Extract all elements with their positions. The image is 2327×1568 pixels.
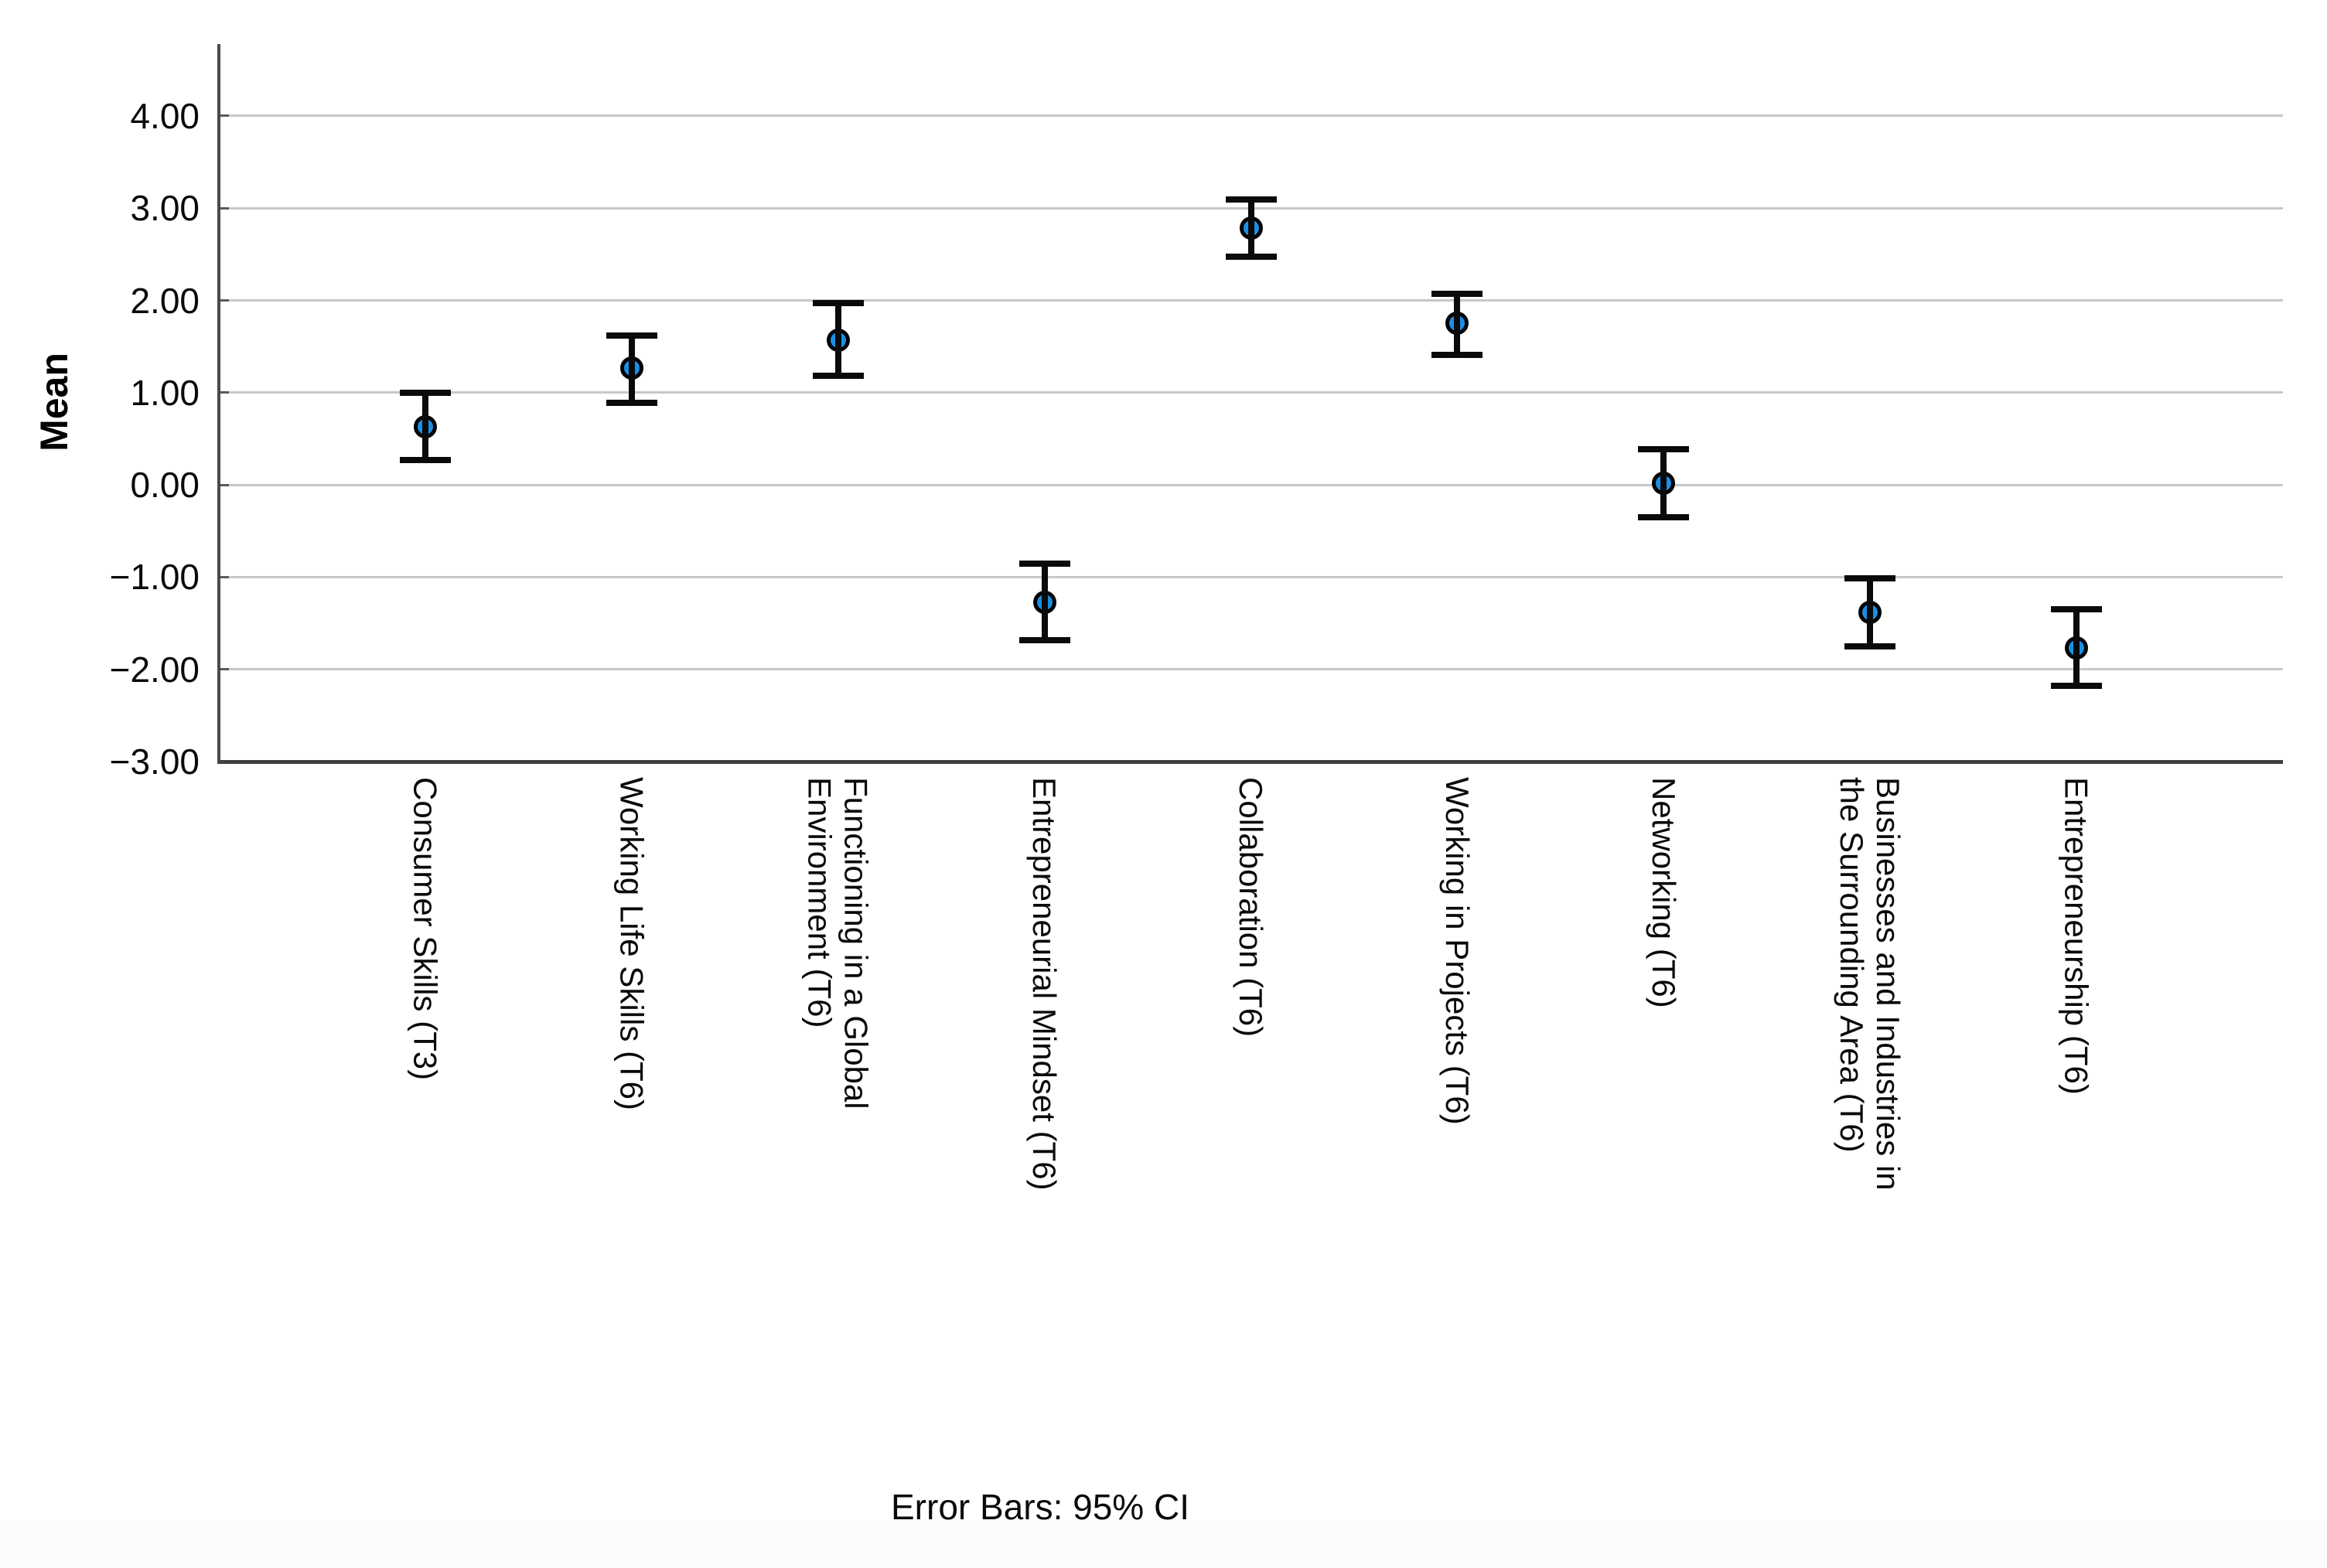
error-bar-cap-bottom (606, 399, 657, 406)
error-bar-cap-top (1844, 574, 1896, 581)
error-bar-cap-bottom (399, 456, 451, 463)
error-bar-line (1041, 563, 1048, 640)
x-category-label: Entrepreneurial Mindset (T6) (1026, 777, 1063, 1191)
error-bar-cap-top (812, 300, 864, 307)
error-bar-line (421, 392, 428, 460)
x-category-label: Functioning in a Global Environment (T6) (801, 777, 875, 1110)
y-tick-mark (219, 668, 229, 671)
x-category-label: Working in Projects (T6) (1438, 777, 1476, 1125)
y-tick-mark (219, 206, 229, 210)
error-bar-cap-bottom (1638, 513, 1690, 520)
gridline (219, 575, 2283, 578)
y-tick-label: −1.00 (109, 557, 200, 598)
error-bar-line (628, 335, 635, 403)
x-category-label: Collaboration (T6) (1233, 777, 1270, 1038)
error-bar-cap-top (1431, 291, 1483, 298)
error-bar-cap-top (1225, 196, 1277, 203)
y-tick-mark (219, 483, 229, 486)
page-edge-shade (0, 1521, 2327, 1568)
error-bar-line (2073, 609, 2080, 687)
y-tick-label: −2.00 (109, 649, 200, 690)
gridline (219, 114, 2283, 118)
error-bar-cap-bottom (1844, 643, 1896, 649)
gridline (219, 299, 2283, 302)
x-axis-line (219, 760, 2283, 764)
y-tick-label: 4.00 (130, 95, 200, 136)
error-bar-cap-top (399, 389, 451, 396)
y-tick-label: 2.00 (130, 280, 200, 321)
error-bar-line (1454, 294, 1461, 355)
x-category-label: Networking (T6) (1645, 777, 1682, 1008)
x-category-label: Working Life Skills (T6) (613, 777, 650, 1110)
y-tick-label: 0.00 (130, 465, 200, 506)
y-axis-line (217, 44, 220, 764)
error-bar-cap-bottom (1018, 636, 1070, 643)
error-bar-cap-top (2051, 606, 2103, 613)
y-tick-label: −3.00 (109, 741, 200, 782)
error-bar-line (1660, 448, 1667, 517)
error-bar-cap-top (606, 332, 657, 339)
error-bar-line (834, 303, 841, 377)
y-tick-mark (219, 391, 229, 394)
gridline (219, 483, 2283, 486)
y-tick-mark (219, 299, 229, 302)
error-bar-cap-bottom (1225, 254, 1277, 261)
y-tick-label: 1.00 (130, 372, 200, 413)
gridline (219, 668, 2283, 671)
y-tick-mark (219, 575, 229, 578)
chart-caption: Error Bars: 95% CI (891, 1487, 1189, 1527)
x-category-label: Businesses and Industries in the Surroun… (1834, 777, 1907, 1191)
error-bar-cap-bottom (812, 373, 864, 380)
error-bar-line (1247, 199, 1254, 257)
gridline (219, 391, 2283, 394)
error-bar-cap-bottom (2051, 683, 2103, 690)
x-category-label: Entrepreneurship (T6) (2058, 777, 2095, 1095)
y-tick-mark (219, 114, 229, 118)
y-tick-label: 3.00 (130, 188, 200, 229)
error-bar-line (1867, 578, 1874, 646)
error-bar-cap-top (1638, 445, 1690, 452)
error-bar-cap-top (1018, 560, 1070, 567)
error-bar-cap-bottom (1431, 351, 1483, 358)
x-category-label: Consumer Skills (T3) (407, 777, 444, 1081)
